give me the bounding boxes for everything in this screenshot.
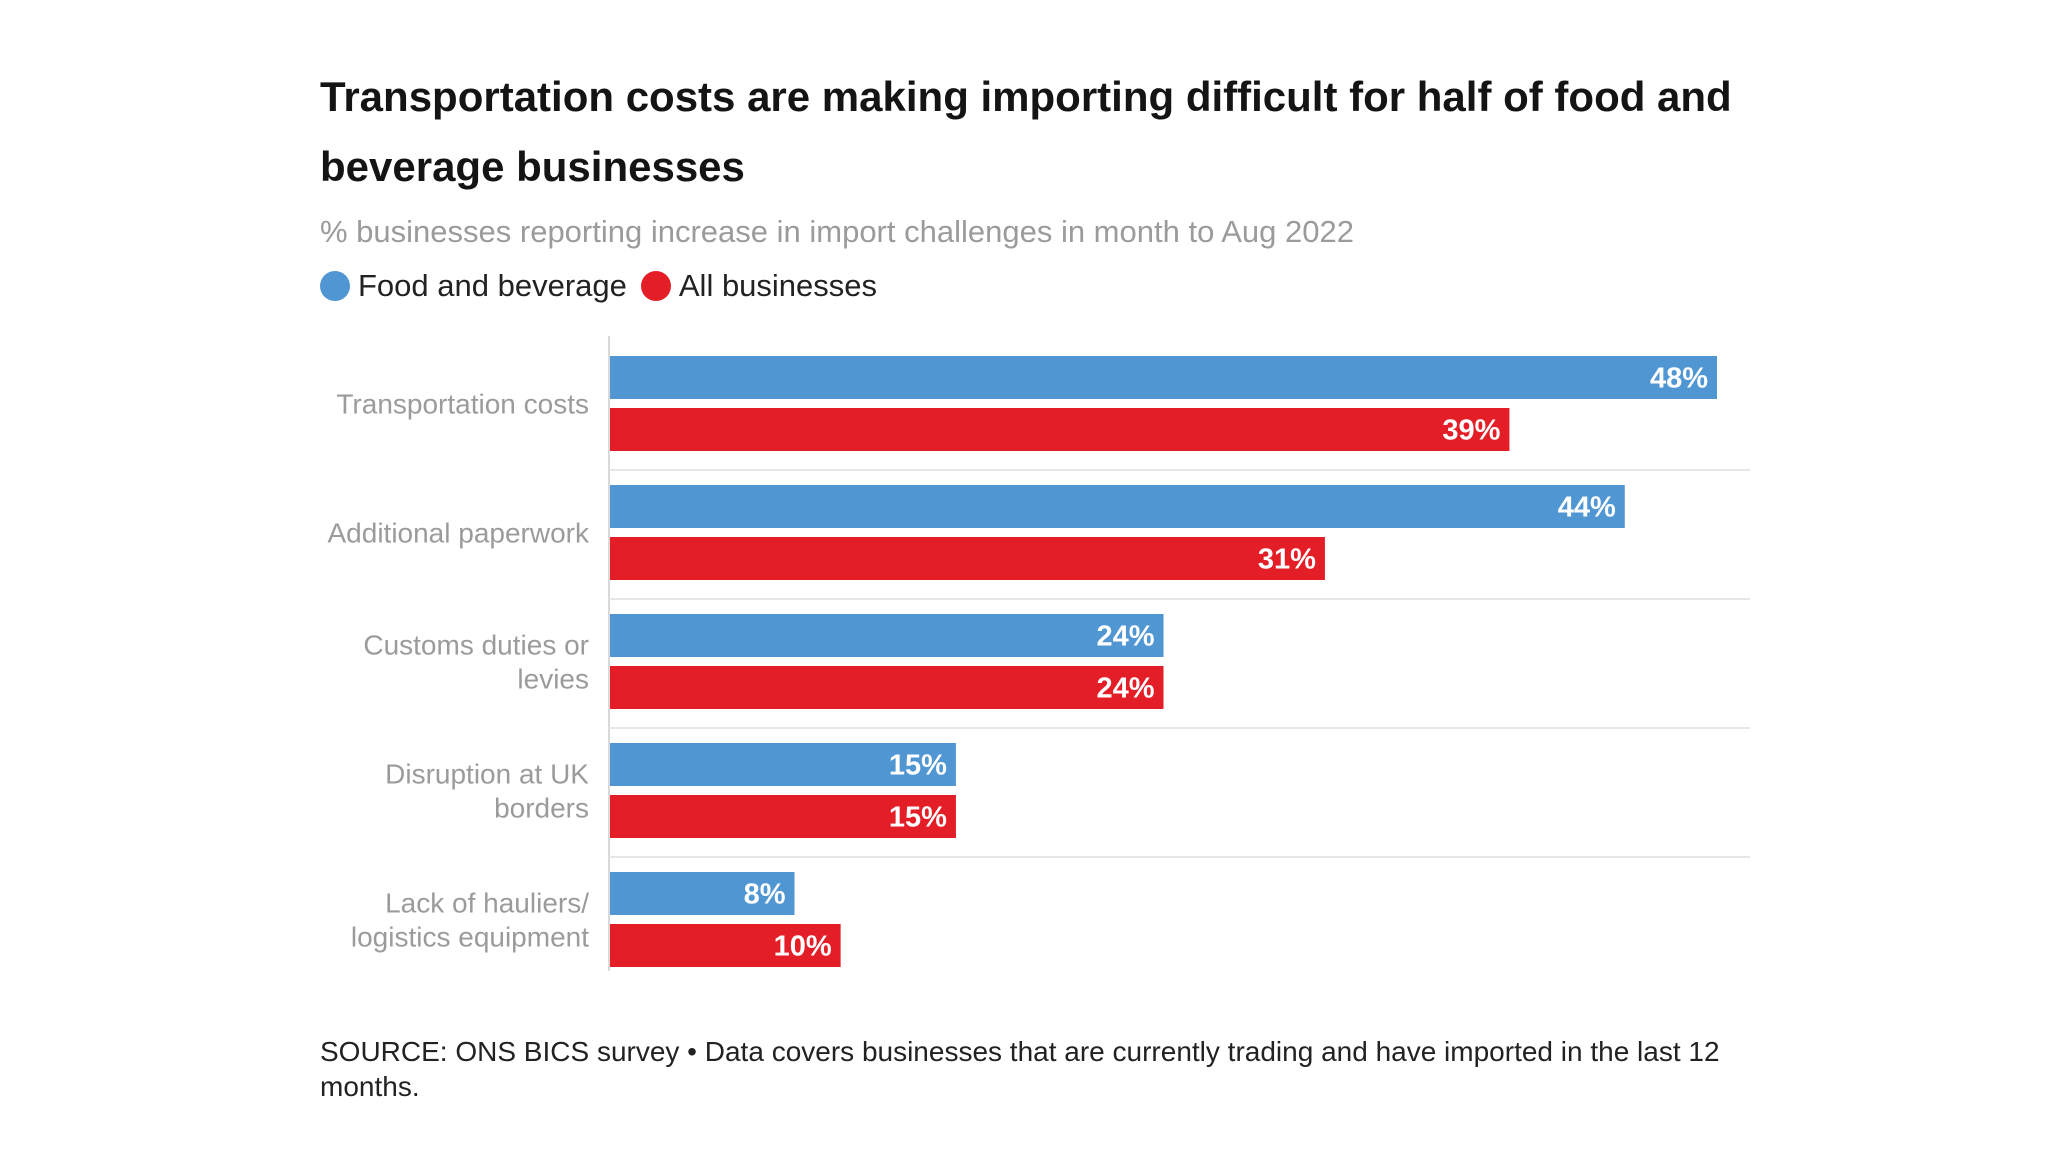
category-label-customs-duties-or-levies: Customs duties or xyxy=(363,630,589,661)
category-label-transportation-costs: Transportation costs xyxy=(336,389,589,420)
bar-food-and-beverage-transportation-costs xyxy=(610,356,1717,399)
bar-food-and-beverage-additional-paperwork xyxy=(610,485,1625,528)
data-label-all-businesses-transportation-costs: 39% xyxy=(1442,415,1500,447)
legend-label-all-businesses: All businesses xyxy=(678,268,878,303)
legend-swatch-all-businesses xyxy=(640,271,671,301)
category-label-customs-duties-or-levies: levies xyxy=(517,664,589,695)
bar-food-and-beverage-disruption-at-uk-borders xyxy=(610,743,956,786)
data-label-food-and-beverage-customs-duties-or-levies: 24% xyxy=(1096,621,1154,653)
source-note: SOURCE: ONS BICS survey • Data covers bu… xyxy=(320,1036,1720,1102)
category-label-lack-of-hauliers-logistics-equipment: Lack of hauliers/ xyxy=(385,888,589,919)
chart-subtitle: % businesses reporting increase in impor… xyxy=(320,214,1354,249)
legend-item-all-businesses: All businesses xyxy=(640,268,878,304)
bar-all-businesses-transportation-costs xyxy=(610,408,1510,451)
data-label-food-and-beverage-additional-paperwork: 44% xyxy=(1558,492,1616,524)
data-label-food-and-beverage-transportation-costs: 48% xyxy=(1650,363,1708,395)
category-label-lack-of-hauliers-logistics-equipment: logistics equipment xyxy=(351,922,589,953)
category-label-disruption-at-uk-borders: Disruption at UK xyxy=(385,759,589,790)
legend-label-food-and-beverage: Food and beverage xyxy=(358,268,627,303)
bar-all-businesses-disruption-at-uk-borders xyxy=(610,795,956,838)
category-label-additional-paperwork: Additional paperwork xyxy=(328,518,590,549)
data-label-all-businesses-additional-paperwork: 31% xyxy=(1258,544,1316,576)
data-label-food-and-beverage-disruption-at-uk-borders: 15% xyxy=(889,750,947,782)
data-label-all-businesses-disruption-at-uk-borders: 15% xyxy=(889,802,947,834)
legend-swatch-food-and-beverage xyxy=(320,271,350,301)
data-label-all-businesses-lack-of-hauliers-logistics-equipment: 10% xyxy=(774,931,832,963)
bar-food-and-beverage-customs-duties-or-levies xyxy=(610,614,1164,657)
legend: Food and beverage All businesses xyxy=(320,268,891,304)
bar-all-businesses-additional-paperwork xyxy=(610,537,1325,580)
data-label-food-and-beverage-lack-of-hauliers-logistics-equipment: 8% xyxy=(744,879,786,911)
data-label-all-businesses-customs-duties-or-levies: 24% xyxy=(1096,673,1154,705)
legend-item-food-and-beverage: Food and beverage xyxy=(320,268,627,304)
chart-title: Transportation costs are making importin… xyxy=(320,73,1732,190)
bar-all-businesses-customs-duties-or-levies xyxy=(610,666,1164,709)
bar-food-and-beverage-lack-of-hauliers-logistics-equipment xyxy=(610,872,795,915)
bar-all-businesses-lack-of-hauliers-logistics-equipment xyxy=(610,924,841,967)
category-label-disruption-at-uk-borders: borders xyxy=(494,793,589,824)
